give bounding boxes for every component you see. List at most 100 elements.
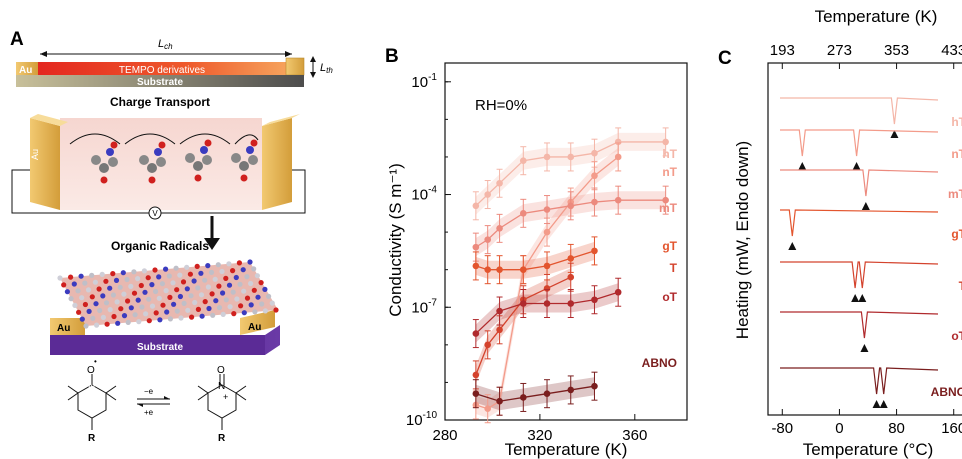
bond-me-7 [235,385,247,394]
o-plus-label: O [217,365,225,376]
film-atom [180,279,187,285]
data-point-nT [484,405,492,413]
atom-n [106,148,114,156]
data-point-mT [614,196,622,204]
film-atom [234,296,240,302]
film-atom [83,323,89,329]
dsc-curve-hT [780,97,939,125]
film-atom [159,281,165,287]
data-point-gT [472,262,480,270]
film-atom [76,309,82,315]
data-point-hT [614,138,622,146]
film-atom [139,304,145,310]
data-point-hT [484,191,492,198]
film-atom [198,292,205,298]
data-point-nT [591,172,598,180]
data-point-oT [472,330,480,337]
r-right-label: R [218,433,226,444]
film-atom [195,285,201,291]
film-atom [142,289,148,295]
film-atom [99,271,105,277]
film-atom [241,310,247,316]
hop-arrow-2 [124,133,176,145]
film-atom [227,304,233,310]
film-atom [75,288,81,294]
legend-label-gT: gT [951,227,962,241]
transition-marker-hT [890,130,899,138]
film-atom [226,282,233,288]
data-point-ABNO [472,390,480,397]
y-tick-label: 10-4 [411,185,437,204]
bond-me-3 [105,385,117,394]
x2-tick-label: 193 [770,42,795,59]
film-atom [107,285,113,291]
legend-label-hT: hT [951,115,962,129]
atom-c [239,161,249,171]
film-atom [195,306,201,312]
dsc-curve-nT [780,129,939,157]
film-atom [131,290,138,296]
data-point-mT [662,196,669,204]
atom-c [248,155,258,165]
atom-o [148,176,156,184]
film-atom [199,313,205,319]
bond-me-8 [235,392,247,401]
down-arrow-icon [204,238,220,250]
dsc-curve-gT [780,209,939,237]
data-point-hT [543,153,551,161]
film-atom [92,279,98,285]
film-atom [82,301,88,308]
data-point-T [472,371,480,379]
atom-c [147,163,157,173]
data-point-gT [543,262,551,270]
molecule-3 [185,139,212,182]
data-point-gT [484,266,492,273]
film-atom [110,292,116,298]
hop-arrows [69,133,259,145]
legend-label-ABNO: ABNO [642,356,677,370]
atom-o [204,139,212,147]
charge-transport-title: Charge Transport [110,95,210,109]
film-atom [230,289,236,295]
data-point-T [543,285,551,292]
film-atom [64,289,70,295]
au-left-label: Au [19,65,32,76]
film-atoms [57,259,279,329]
film-atom [181,300,187,306]
data-point-hT [567,153,575,161]
film-atom [156,295,162,301]
data-point-hT [519,157,527,165]
film-atom [166,273,172,279]
film-atom [178,315,184,321]
film-atom [262,286,268,292]
data-point-gT [567,255,575,262]
hop-arrow-1 [69,133,121,145]
film-atom [240,267,246,273]
film-atom [173,265,179,271]
plot-area-c [767,62,962,416]
film-atom [164,309,170,315]
oxidation-label: −e [144,387,154,396]
atom-o [158,141,166,149]
tempo-layer [38,62,286,75]
legend-label-T: T [959,279,962,293]
film-atom [124,276,130,283]
film-atom [208,269,215,275]
film-atom [163,266,169,272]
film-atom [231,311,237,317]
atom-o [194,174,202,182]
dsc-curve-oT [780,311,939,339]
film-atom [252,309,258,315]
film-atom [85,287,92,293]
x-tick-label: 320 [527,427,552,444]
tempo-molecules [91,139,258,184]
data-point-mT [591,198,598,206]
film-atom [188,293,194,299]
dsc-curve-T [780,261,939,289]
film-atom [167,294,173,300]
data-point-oT [567,300,575,307]
film-atom [248,280,254,287]
atom-c [156,157,166,167]
data-point-oT [543,300,551,307]
film-atom [251,287,257,293]
